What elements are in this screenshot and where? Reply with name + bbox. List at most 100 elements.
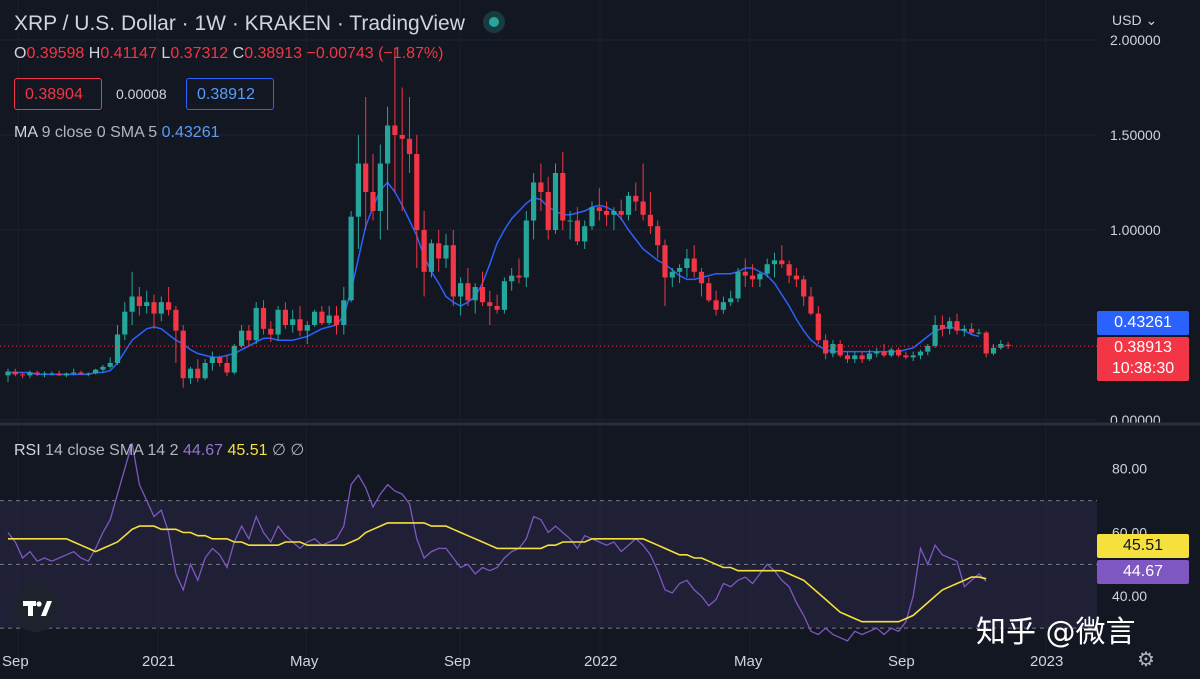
candle[interactable]	[122, 302, 128, 341]
candle[interactable]	[41, 371, 48, 378]
candle[interactable]	[385, 106, 391, 231]
candle[interactable]	[246, 325, 252, 346]
candle[interactable]	[136, 287, 142, 316]
candle[interactable]	[458, 277, 464, 316]
candle[interactable]	[195, 359, 201, 382]
candle[interactable]	[173, 306, 179, 363]
candle[interactable]	[764, 258, 770, 278]
candle[interactable]	[312, 309, 318, 327]
candle[interactable]	[239, 325, 245, 348]
candle[interactable]	[421, 211, 427, 297]
candle[interactable]	[129, 271, 135, 325]
candle[interactable]	[815, 306, 821, 344]
rsi-legend[interactable]: RSI 14 close SMA 14 2 44.67 45.51 ∅ ∅	[14, 440, 304, 460]
candle[interactable]	[560, 152, 566, 230]
candle[interactable]	[297, 306, 303, 337]
candle[interactable]	[209, 351, 215, 371]
candle[interactable]	[990, 344, 997, 356]
candle[interactable]	[954, 313, 960, 335]
candle[interactable]	[333, 306, 340, 335]
candle[interactable]	[618, 199, 624, 221]
candle[interactable]	[713, 290, 719, 316]
candle[interactable]	[158, 296, 164, 322]
candle[interactable]	[823, 334, 829, 360]
candle[interactable]	[896, 347, 902, 358]
candle[interactable]	[275, 306, 281, 341]
candle[interactable]	[691, 245, 697, 278]
candle[interactable]	[107, 357, 113, 369]
candle[interactable]	[633, 182, 639, 212]
candle[interactable]	[735, 268, 741, 303]
candle[interactable]	[655, 220, 661, 259]
sell-button[interactable]: 0.38904	[14, 78, 102, 110]
candle[interactable]	[428, 239, 434, 278]
ma-line[interactable]	[8, 181, 980, 376]
rsi-line[interactable]	[7, 443, 987, 642]
candle[interactable]	[677, 264, 683, 284]
currency-selector[interactable]: USD ⌄	[1112, 12, 1157, 29]
candle[interactable]	[750, 264, 756, 287]
candle[interactable]	[647, 192, 653, 234]
candle[interactable]	[20, 372, 26, 379]
candle[interactable]	[582, 220, 588, 250]
x-axis[interactable]: Sep 2021 May Sep 2022 May Sep 2023	[2, 653, 1063, 670]
candle[interactable]	[63, 372, 69, 378]
candle[interactable]	[917, 349, 924, 360]
candles[interactable]	[5, 47, 1011, 388]
candle[interactable]	[866, 349, 872, 362]
candle[interactable]	[611, 207, 617, 230]
candle[interactable]	[684, 249, 690, 278]
candle[interactable]	[78, 370, 84, 375]
candle[interactable]	[837, 340, 843, 358]
candle[interactable]	[304, 321, 310, 344]
candle[interactable]	[779, 245, 785, 268]
candle[interactable]	[947, 317, 953, 335]
candle[interactable]	[202, 359, 208, 381]
candle[interactable]	[187, 366, 194, 384]
candle[interactable]	[742, 258, 748, 288]
candle[interactable]	[443, 233, 449, 268]
candle[interactable]	[903, 351, 909, 360]
candle[interactable]	[596, 188, 602, 221]
candle[interactable]	[545, 176, 551, 240]
candle[interactable]	[939, 315, 945, 337]
candle[interactable]	[399, 87, 405, 212]
candle[interactable]	[574, 207, 580, 246]
candle[interactable]	[487, 290, 493, 325]
candle[interactable]	[5, 368, 11, 382]
candle[interactable]	[662, 239, 668, 307]
candle[interactable]	[771, 252, 778, 278]
candle[interactable]	[85, 372, 91, 377]
candle[interactable]	[100, 364, 106, 373]
candle[interactable]	[793, 268, 799, 287]
candle[interactable]	[93, 368, 99, 375]
ma-legend[interactable]: MA 9 close 0 SMA 5 0.43261	[14, 124, 220, 142]
candle[interactable]	[392, 47, 398, 192]
candle[interactable]	[166, 287, 172, 316]
candle[interactable]	[34, 370, 40, 377]
candle[interactable]	[224, 355, 230, 377]
candle[interactable]	[531, 173, 537, 240]
candle[interactable]	[231, 344, 237, 375]
candle[interactable]	[282, 302, 288, 329]
candle[interactable]	[808, 287, 814, 316]
candle[interactable]	[377, 144, 383, 240]
candle[interactable]	[830, 340, 836, 358]
gear-icon[interactable]: ⚙	[1137, 649, 1155, 671]
candle[interactable]	[516, 258, 522, 284]
candle[interactable]	[450, 230, 456, 306]
candle[interactable]	[27, 370, 33, 379]
rsi-sma-line[interactable]	[8, 522, 987, 623]
candle[interactable]	[720, 296, 726, 314]
candle[interactable]	[56, 370, 62, 377]
candle[interactable]	[494, 294, 500, 314]
candle[interactable]	[801, 275, 807, 306]
candle[interactable]	[436, 230, 442, 272]
candle[interactable]	[180, 325, 186, 388]
candle[interactable]	[326, 306, 332, 325]
candle[interactable]	[363, 97, 369, 230]
candle[interactable]	[217, 355, 223, 367]
candle[interactable]	[49, 371, 55, 376]
candle[interactable]	[501, 277, 507, 314]
